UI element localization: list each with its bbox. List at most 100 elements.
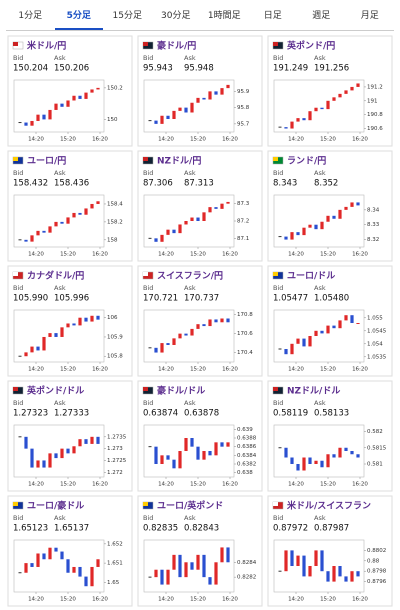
- candle: [202, 554, 206, 578]
- tab[interactable]: 1分足: [18, 11, 43, 21]
- candle: [60, 327, 64, 337]
- candle: [302, 227, 306, 236]
- candle: [172, 338, 176, 345]
- candle: [90, 566, 94, 587]
- ask-value: 158.436: [54, 179, 89, 189]
- x-tick-label: 16:20: [92, 367, 108, 373]
- y-tick-label: 1.273: [107, 446, 123, 452]
- y-tick-label: 0.8284: [237, 560, 257, 566]
- candle: [36, 346, 40, 351]
- candle: [350, 451, 354, 455]
- y-tick-label: 190.8: [367, 112, 383, 118]
- candle: [196, 217, 200, 221]
- x-tick-label: 16:20: [92, 252, 108, 258]
- y-tick-label: 95.7: [237, 121, 250, 127]
- candle: [196, 554, 200, 570]
- x-tick-label: 16:20: [352, 482, 368, 488]
- candle: [90, 89, 94, 93]
- pair-name[interactable]: 米ドル/円: [26, 40, 66, 52]
- candle: [30, 120, 34, 126]
- pair-name[interactable]: 英ポンド/ドル: [26, 385, 84, 397]
- candle: [214, 319, 218, 323]
- candle: [320, 460, 324, 468]
- candle: [344, 90, 348, 94]
- pair-name[interactable]: カナダドル/円: [27, 270, 84, 282]
- y-tick-label: 0.582: [367, 429, 383, 435]
- bid-value: 191.249: [273, 64, 308, 74]
- pair-name[interactable]: 英ポンド/円: [286, 40, 335, 52]
- candle: [160, 455, 164, 464]
- tab[interactable]: 日足: [263, 11, 282, 21]
- candle: [36, 460, 40, 468]
- candle: [42, 230, 46, 233]
- x-tick-label: 15:20: [320, 252, 336, 258]
- y-tick-label: 8.34: [367, 207, 380, 213]
- tab[interactable]: 30分足: [161, 11, 191, 21]
- candle: [84, 317, 88, 322]
- tab[interactable]: 1時間足: [207, 11, 241, 21]
- candle: [166, 115, 170, 119]
- ask-value: 0.87987: [314, 524, 349, 534]
- candle: [214, 562, 218, 585]
- x-tick-label: 16:20: [222, 597, 238, 603]
- x-tick-label: 14:20: [288, 597, 304, 603]
- pair-name[interactable]: 豪ドル/円: [157, 40, 196, 52]
- candle: [196, 324, 200, 329]
- candle: [356, 83, 360, 87]
- candle: [190, 102, 194, 113]
- y-tick-label: 95.9: [237, 89, 250, 95]
- ask-label: Ask: [184, 284, 196, 292]
- candle: [202, 324, 206, 327]
- pair-name[interactable]: ユーロ/豪ドル: [27, 500, 84, 512]
- ask-value: 191.256: [314, 64, 349, 74]
- flag-mark: [273, 157, 278, 161]
- y-tick-label: 158: [107, 237, 118, 243]
- tab[interactable]: 15分足: [112, 11, 142, 21]
- candle: [54, 547, 58, 552]
- pair-name[interactable]: NZドル/ドル: [287, 386, 340, 397]
- tab[interactable]: 月足: [360, 11, 379, 21]
- pair-name[interactable]: NZドル/円: [157, 156, 201, 167]
- candle: [314, 107, 318, 112]
- candle: [78, 95, 82, 99]
- y-tick-label: 1.652: [107, 541, 123, 547]
- pair-name[interactable]: ユーロ/英ポンド: [157, 500, 223, 512]
- pair-name[interactable]: スイスフラン/円: [157, 271, 223, 282]
- pair-name[interactable]: ユーロ/ドル: [287, 271, 335, 282]
- x-tick-label: 15:20: [190, 137, 206, 143]
- x-tick-label: 15:20: [190, 597, 206, 603]
- ask-label: Ask: [314, 54, 326, 62]
- candle: [332, 215, 336, 219]
- chart-frame: [143, 79, 235, 133]
- candle: [172, 229, 176, 234]
- chart-frame: [273, 424, 365, 478]
- pair-name[interactable]: 豪ドル/ドル: [157, 385, 205, 397]
- candle: [178, 554, 182, 578]
- candle: [78, 212, 82, 215]
- x-tick-label: 15:20: [190, 482, 206, 488]
- candle: [344, 447, 348, 451]
- candle: [302, 118, 306, 121]
- bid-label: Bid: [143, 284, 153, 292]
- y-tick-label: 0.6386: [237, 444, 257, 450]
- ask-label: Ask: [54, 169, 66, 177]
- pair-name[interactable]: ランド/円: [287, 156, 326, 167]
- candle: [320, 330, 324, 334]
- candle: [178, 333, 182, 339]
- pair-name[interactable]: 米ドル/スイスフラン: [286, 500, 371, 512]
- y-tick-label: 0.6382: [237, 462, 256, 468]
- tab-active[interactable]: 5分足: [54, 4, 103, 30]
- candle: [30, 235, 34, 242]
- candle: [24, 239, 28, 242]
- candle: [314, 460, 318, 464]
- candle: [160, 343, 164, 353]
- candle: [42, 460, 46, 468]
- y-tick-label: 87.2: [237, 219, 249, 225]
- candle: [154, 446, 158, 464]
- candle: [36, 114, 40, 121]
- chart-frame: [13, 539, 105, 593]
- pair-name[interactable]: ユーロ/円: [27, 156, 66, 167]
- tab[interactable]: 週足: [312, 11, 331, 21]
- y-tick-label: 150.2: [107, 85, 123, 91]
- ask-label: Ask: [54, 399, 66, 407]
